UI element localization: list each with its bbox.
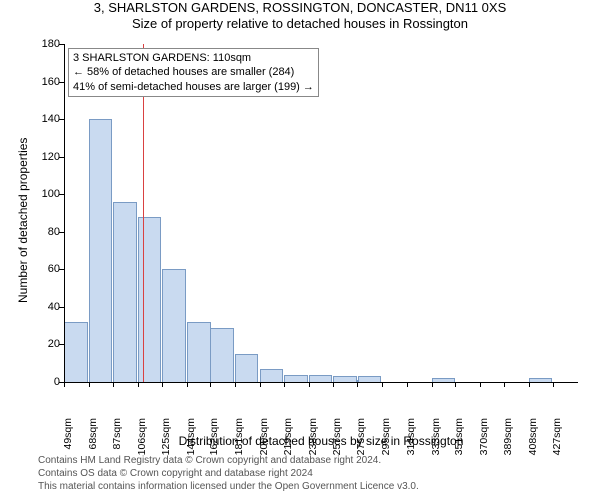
footer-line: Contains OS data © Crown copyright and d… [38,468,313,479]
info-line: 3 SHARLSTON GARDENS: 110sqm [73,52,251,64]
histogram-bar [89,119,113,382]
footer-line: This material contains information licen… [38,481,419,492]
histogram-bar [235,354,259,382]
info-line: 41% of semi-detached houses are larger (… [73,81,314,93]
footer-attribution: Contains HM Land Registry data © Crown c… [38,454,419,493]
y-tick-label: 100 [34,188,60,200]
histogram-bar [113,202,137,382]
info-box: 3 SHARLSTON GARDENS: 110sqm ← 58% of deta… [68,48,319,97]
y-tick-label: 140 [34,113,60,125]
histogram-bar [64,322,88,382]
footer-line: Contains HM Land Registry data © Crown c… [38,455,381,466]
chart-container: 3, SHARLSTON GARDENS, ROSSINGTON, DONCAS… [0,0,600,500]
histogram-bar [284,375,308,383]
y-tick-label: 0 [34,376,60,388]
page-title: 3, SHARLSTON GARDENS, ROSSINGTON, DONCAS… [0,0,600,16]
y-tick-label: 160 [34,76,60,88]
histogram-bar [260,369,284,382]
y-tick-label: 40 [34,301,60,313]
y-tick-label: 120 [34,151,60,163]
info-line: ← 58% of detached houses are smaller (28… [73,66,294,78]
y-tick-label: 80 [34,226,60,238]
histogram-bar [210,328,234,382]
y-tick-label: 20 [34,338,60,350]
histogram-bar [187,322,211,382]
histogram-bar [309,375,333,383]
histogram-bar [162,269,186,382]
x-axis-label: Distribution of detached houses by size … [64,434,578,448]
chart-subtitle: Size of property relative to detached ho… [0,16,600,32]
histogram-bar [138,217,162,382]
plot-area: 02040608010012014016018049sqm68sqm87sqm1… [64,44,578,382]
y-axis-label: Number of detached properties [16,138,30,303]
y-tick-label: 60 [34,263,60,275]
y-tick-label: 180 [34,38,60,50]
